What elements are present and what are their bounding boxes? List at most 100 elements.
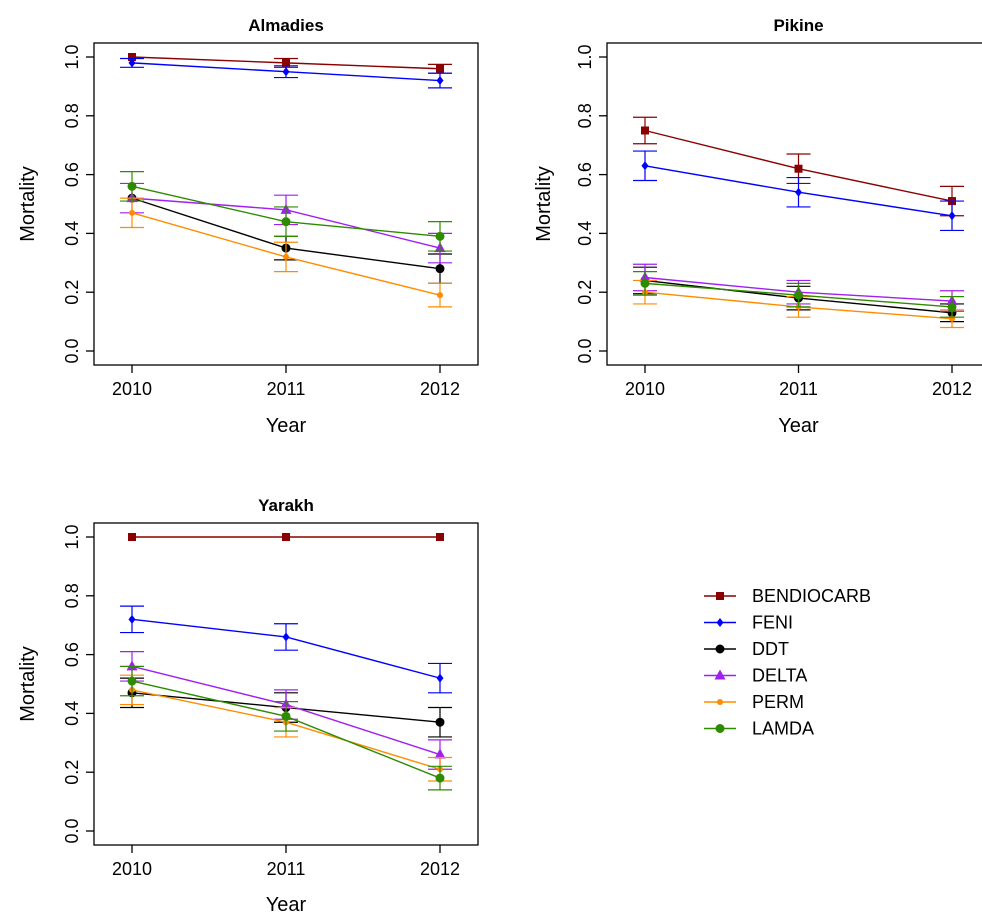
plot-frame (93, 522, 479, 846)
y-tick-label: 0.4 (62, 701, 82, 726)
data-point (435, 264, 445, 274)
data-point (948, 211, 956, 221)
x-axis-label: Year (266, 894, 307, 916)
data-point (436, 533, 444, 541)
y-axis-label: Mortality (17, 166, 39, 242)
legend-marker (714, 669, 726, 680)
y-axis-label: Mortality (17, 646, 39, 722)
panel-title: Pikine (773, 16, 823, 35)
series-lamda (120, 665, 452, 791)
legend: BENDIOCARB FENI DDT DELTA PERM LAMDA (704, 586, 871, 739)
x-tick-label: 2012 (420, 379, 460, 399)
data-point (128, 58, 136, 68)
legend-item-lamda: LAMDA (704, 719, 814, 739)
data-point (794, 164, 803, 173)
panel-almadies: Almadies 0.0 0.2 0.4 0.6 0.8 1.0 2010 2011 2012 Ye… (17, 16, 479, 437)
legend-marker (717, 699, 723, 705)
y-tick-label: 0.6 (62, 642, 82, 667)
data-point (283, 253, 289, 260)
y-axis-label: Mortality (533, 166, 555, 242)
data-point (282, 632, 290, 642)
y-tick-label: 0.4 (575, 221, 595, 246)
y-tick-label: 0.0 (62, 818, 82, 843)
data-point (434, 748, 446, 759)
x-tick-label: 2010 (112, 379, 152, 399)
data-point (281, 217, 291, 227)
series-bendiocarb (128, 53, 452, 74)
series-feni (120, 57, 452, 89)
data-point (947, 302, 957, 312)
legend-item-ddt: DDT (704, 639, 789, 659)
panel-yarakh: Yarakh 0.0 0.2 0.4 0.6 0.8 1.0 2010 2011 2012 Year… (17, 496, 479, 916)
legend-marker (716, 618, 724, 627)
legend-item-perm: PERM (704, 692, 804, 712)
x-tick-label: 2011 (267, 379, 306, 399)
data-point (795, 187, 802, 197)
data-point (640, 278, 650, 288)
legend-label: FENI (752, 613, 793, 633)
data-point (127, 676, 137, 686)
y-tick-label: 1.0 (62, 44, 82, 69)
data-point (794, 290, 803, 300)
series-perm (120, 197, 452, 308)
panel-title: Yarakh (258, 496, 314, 515)
y-tick-label: 0.8 (575, 103, 595, 128)
y-tick-label: 0.2 (575, 280, 595, 305)
legend-item-feni: FENI (704, 613, 793, 633)
panel-pikine: Pikine 0.0 0.2 0.4 0.6 0.8 1.0 2010 2011 2012 Year… (533, 16, 982, 437)
data-point (129, 209, 135, 216)
x-axis-label: Year (778, 415, 819, 437)
y-tick-label: 1.0 (62, 524, 82, 549)
series-feni (120, 605, 452, 694)
legend-marker (716, 592, 724, 600)
x-tick-label: 2011 (779, 379, 818, 399)
data-point (126, 660, 138, 671)
y-tick-label: 1.0 (575, 44, 595, 69)
legend-item-delta: DELTA (704, 666, 807, 686)
data-point (282, 67, 290, 77)
data-point (127, 181, 137, 191)
legend-item-bendiocarb: BENDIOCARB (704, 586, 871, 606)
y-tick-label: 0.6 (62, 162, 82, 187)
legend-label: LAMDA (752, 719, 814, 739)
data-point (282, 533, 290, 541)
y-tick-label: 0.2 (62, 280, 82, 305)
data-point (281, 711, 291, 721)
data-point (641, 126, 649, 135)
data-point (437, 292, 443, 299)
data-point (435, 773, 445, 783)
y-tick-label: 0.0 (575, 338, 595, 363)
panel-title: Almadies (248, 16, 324, 35)
y-tick-label: 0.8 (62, 583, 82, 608)
legend-label: DELTA (752, 666, 807, 686)
legend-label: BENDIOCARB (752, 586, 871, 606)
legend-label: PERM (752, 692, 804, 712)
data-point (128, 533, 136, 541)
x-tick-label: 2010 (112, 859, 152, 879)
legend-label: DDT (752, 639, 789, 659)
data-point (282, 58, 290, 67)
x-tick-label: 2010 (625, 379, 665, 399)
data-point (436, 673, 444, 683)
data-point (436, 64, 444, 73)
data-point (128, 53, 136, 61)
x-tick-label: 2012 (932, 379, 972, 399)
data-point (436, 76, 444, 86)
legend-marker (715, 644, 725, 654)
y-tick-label: 0.0 (62, 338, 82, 363)
series-lamda (633, 271, 964, 318)
series-lamda (120, 171, 452, 252)
data-point (435, 231, 445, 241)
data-point (128, 614, 136, 624)
series-feni (633, 150, 964, 232)
data-point (641, 161, 649, 171)
x-axis-label: Year (266, 415, 307, 437)
y-tick-label: 0.8 (62, 103, 82, 128)
x-tick-label: 2012 (420, 859, 460, 879)
series-bendiocarb (128, 533, 444, 541)
x-tick-label: 2011 (267, 859, 306, 879)
legend-marker (715, 724, 725, 733)
y-tick-label: 0.6 (575, 162, 595, 187)
data-point (435, 717, 445, 727)
